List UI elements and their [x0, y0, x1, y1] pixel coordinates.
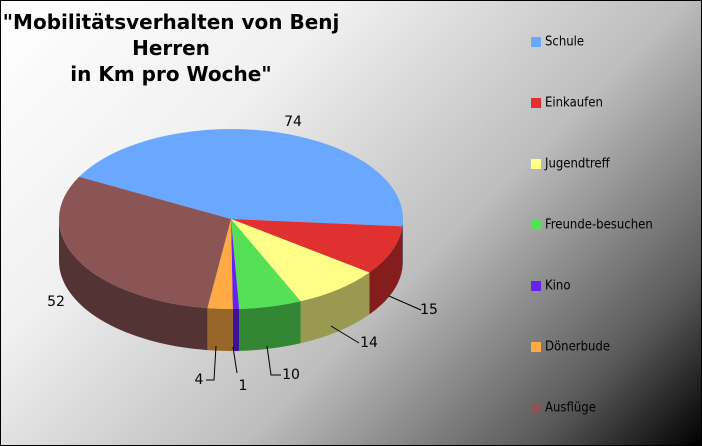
slice-side — [207, 308, 233, 351]
slice — [231, 219, 301, 309]
leader-line — [330, 325, 360, 344]
slice-side — [402, 219, 403, 269]
slice — [58, 176, 231, 309]
slice — [231, 219, 370, 302]
slice-side — [239, 301, 301, 351]
slice-side — [232, 308, 240, 351]
leader-line — [206, 345, 217, 381]
slice — [231, 219, 240, 309]
data-label: 1 — [239, 378, 248, 394]
data-label: 15 — [420, 302, 438, 318]
leader-line — [266, 345, 281, 376]
slice — [79, 129, 404, 227]
slice-side — [369, 226, 403, 315]
legend-swatch — [531, 403, 541, 413]
legend-swatch — [531, 98, 541, 108]
legend-label: Kino — [545, 279, 571, 294]
slice — [207, 219, 233, 309]
leader-line — [388, 295, 422, 311]
data-label: 74 — [284, 114, 302, 130]
slice-side — [300, 272, 370, 344]
data-label: 10 — [282, 367, 300, 383]
data-label: 52 — [47, 294, 65, 310]
legend-label: Jugendtreff — [544, 157, 611, 172]
data-label: 14 — [360, 335, 378, 351]
legend-label: Einkaufen — [545, 96, 603, 111]
legend-swatch — [531, 220, 541, 230]
legend-label: Schule — [545, 35, 584, 50]
legend-label: Dönerbude — [545, 340, 610, 355]
slice-side — [59, 219, 208, 351]
legend-label: Ausflüge — [545, 401, 596, 416]
slice — [231, 219, 403, 273]
legend-swatch — [531, 159, 541, 169]
leader-line — [232, 346, 238, 374]
legend-label: Freunde-besuchen — [545, 218, 653, 233]
data-label: 4 — [195, 372, 204, 388]
chart-title: "Mobilitätsverhalten von Benj Herren in … — [2, 10, 340, 86]
legend-swatch — [531, 37, 541, 47]
legend-swatch — [531, 281, 541, 291]
legend-swatch — [531, 342, 541, 352]
